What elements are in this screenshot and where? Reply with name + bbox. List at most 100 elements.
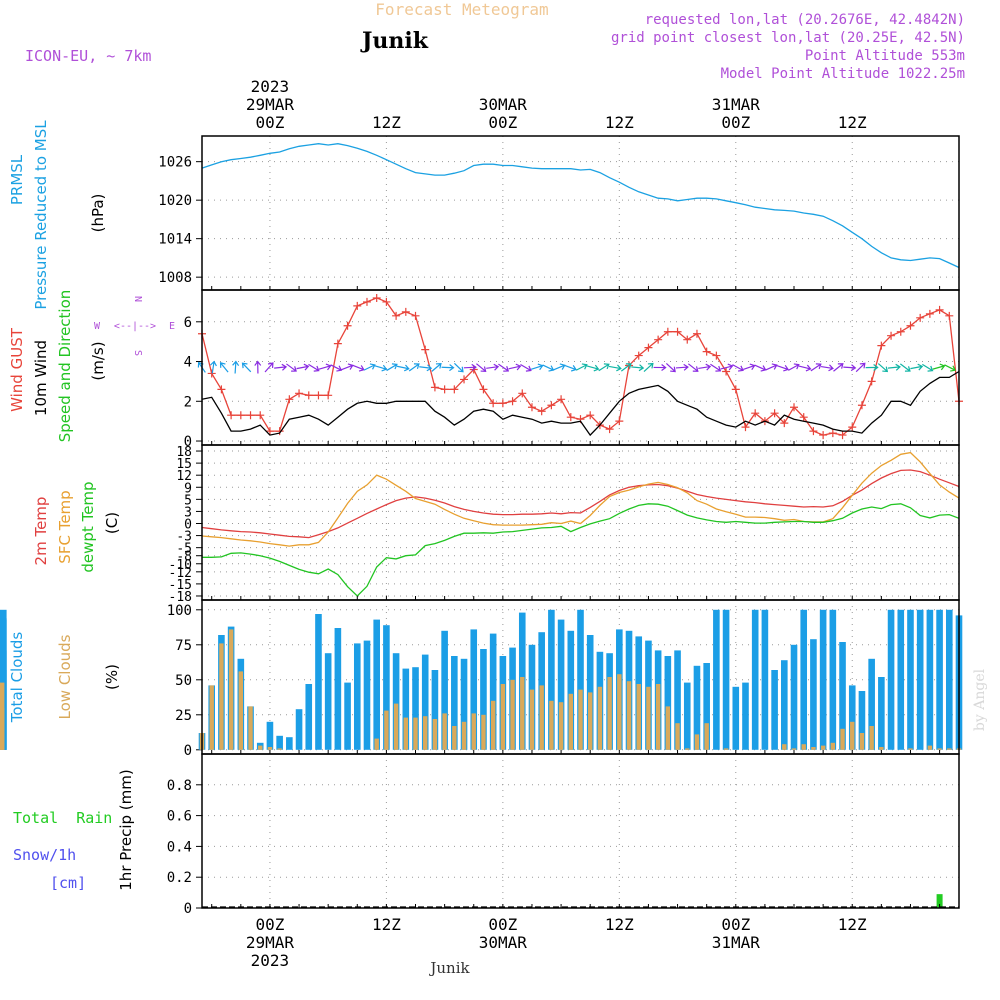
wind-direction-arrow — [665, 362, 676, 373]
wind-direction-arrow — [798, 364, 812, 372]
bar-low-clouds — [801, 744, 806, 750]
wind-direction-arrow — [210, 360, 217, 374]
panel-frame — [201, 753, 960, 909]
bar-low-clouds — [393, 703, 399, 750]
wind-direction-arrow — [865, 363, 879, 371]
gust-marker — [692, 329, 701, 338]
bar-total-clouds — [819, 609, 827, 750]
gust-marker — [362, 297, 371, 306]
bar-low-clouds — [432, 719, 438, 750]
bar-total-clouds — [334, 628, 342, 750]
bar-total-clouds — [761, 609, 769, 750]
wind-speed-label: 10m Wind — [32, 340, 50, 416]
wind-direction-arrow — [352, 364, 365, 372]
bar-total-clouds — [664, 656, 672, 750]
sfc-temp-label: SFC Temp — [56, 490, 74, 563]
y-tick-label: 3 — [184, 505, 192, 520]
wind-direction-arrow — [653, 364, 667, 372]
wind-direction-arrow — [810, 363, 822, 372]
bar-total-clouds — [790, 644, 798, 750]
wind-direction-arrow — [833, 363, 844, 372]
panel-gridlines — [202, 445, 959, 600]
y-tick-label: -18 — [169, 590, 192, 605]
compass-west: W — [94, 321, 101, 332]
y-tick-label: 1026 — [158, 155, 192, 171]
y-tick-label: -12 — [169, 566, 192, 581]
top-time-label: 12Z — [838, 113, 867, 132]
wind-direction-arrow — [922, 363, 934, 372]
bar-low-clouds — [549, 700, 554, 750]
bar-low-clouds — [665, 706, 671, 750]
gust-marker — [683, 335, 692, 344]
top-time-label: 29MAR — [246, 95, 295, 114]
gust-marker — [256, 411, 265, 420]
gust-marker — [479, 385, 488, 394]
pressure-unit-label: (hPa) — [89, 194, 107, 233]
bar-total-clouds — [742, 682, 749, 750]
bar-total-clouds — [577, 609, 584, 750]
y-tick-label: 1020 — [158, 193, 192, 209]
gust-marker — [314, 391, 323, 400]
bar-low-clouds — [578, 689, 583, 750]
wind-direction-arrow — [241, 362, 252, 373]
bar-total-clouds — [810, 639, 817, 750]
bottom-time-label: 30MAR — [479, 933, 528, 952]
top-time-label: 00Z — [255, 113, 284, 132]
bar-total-clouds — [557, 619, 565, 750]
wind-direction-arrow — [431, 362, 442, 372]
wind-direction-arrow — [498, 363, 510, 372]
bar-total-clouds — [703, 663, 710, 750]
panel-gridlines — [202, 136, 959, 290]
y-tick-label: 9 — [184, 481, 192, 496]
bar-low-clouds — [636, 684, 641, 750]
gust-marker — [712, 351, 721, 360]
y-tick-label: 0 — [184, 518, 192, 533]
gust-marker — [586, 411, 595, 420]
bar-low-clouds — [704, 723, 709, 750]
gust-marker — [925, 309, 934, 318]
gust-marker — [770, 409, 779, 418]
gust-marker — [867, 377, 876, 386]
wind-direction-arrow — [274, 363, 288, 371]
bottom-time-label: 12Z — [372, 915, 401, 934]
bar-low-clouds — [850, 721, 855, 750]
bar-total-clouds — [460, 658, 468, 750]
wind-direction-arrow — [698, 363, 712, 371]
wind-direction-arrow — [887, 363, 901, 371]
bar-low-clouds — [403, 717, 409, 750]
bar-low-clouds — [452, 726, 457, 750]
y-tick-label: 0.6 — [167, 809, 192, 825]
wind-direction-arrow — [608, 364, 622, 372]
gust-marker — [527, 403, 536, 412]
bar-low-clouds — [500, 684, 506, 750]
wind-direction-arrow — [855, 362, 866, 373]
wind-direction-arrow — [408, 363, 420, 372]
pressure-desc-label: Pressure Reduced to MSL — [32, 120, 50, 310]
bar-low-clouds — [238, 671, 244, 750]
top-time-label: 00Z — [721, 113, 750, 132]
bar-low-clouds — [481, 714, 486, 750]
gust-marker — [896, 327, 905, 336]
bar-total-clouds — [470, 629, 478, 750]
bar-low-clouds — [820, 745, 826, 750]
wind-direction-arrow — [508, 363, 522, 371]
y-tick-label: 5 — [184, 493, 192, 508]
bar-total-clouds — [392, 653, 400, 750]
bar-low-clouds — [258, 745, 263, 750]
bar-low-clouds — [219, 643, 224, 750]
bar-low-clouds — [869, 726, 874, 750]
bar-low-clouds — [267, 747, 273, 750]
bar-low-clouds — [694, 734, 700, 750]
wind-direction-arrow — [754, 364, 767, 372]
compass-east: E — [169, 321, 175, 332]
gust-marker — [547, 401, 556, 410]
gust-marker — [285, 395, 294, 404]
wind-direction-arrow — [530, 363, 544, 371]
y-tick-label: 4 — [184, 355, 192, 371]
grid-point-coords: grid point closest lon,lat (20.25E, 42.5… — [611, 30, 965, 46]
wind-direction-arrow — [586, 364, 600, 372]
dewpt-label: dewpt Temp — [79, 481, 97, 572]
series-prmsl — [201, 143, 960, 269]
gust-marker — [615, 417, 624, 426]
gust-marker — [702, 347, 711, 356]
